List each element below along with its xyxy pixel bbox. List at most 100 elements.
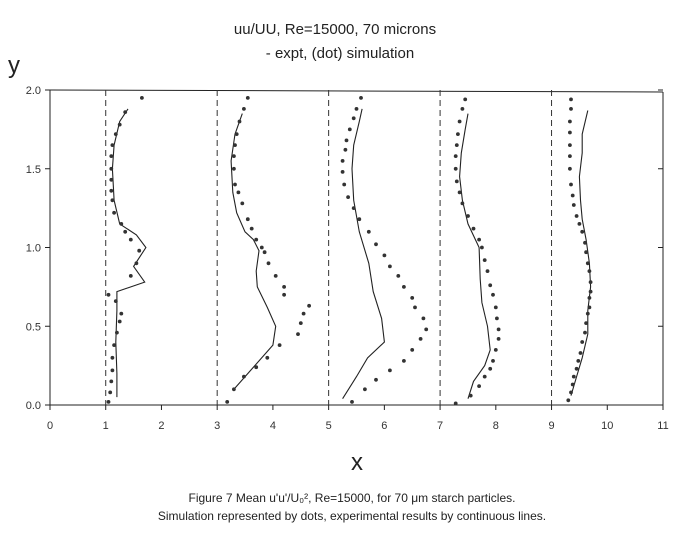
x-tick-label: 8 xyxy=(493,420,499,432)
y-tick-label: 1.5 xyxy=(26,164,41,176)
simulation-point xyxy=(402,285,406,289)
simulation-point xyxy=(119,311,124,316)
simulation-point xyxy=(468,393,473,398)
simulation-point xyxy=(584,250,588,255)
simulation-point xyxy=(262,250,267,255)
simulation-point xyxy=(109,154,114,159)
simulation-point xyxy=(112,343,116,347)
simulation-point xyxy=(488,283,493,288)
simulation-point xyxy=(466,214,470,218)
simulation-point xyxy=(254,237,259,242)
simulation-point xyxy=(587,296,592,300)
simulation-point xyxy=(351,116,356,121)
y-axis-ticks: 0.0 0.5 1.0 1.5 2.0 xyxy=(26,85,663,412)
experiment-line xyxy=(459,113,491,399)
simulation-point xyxy=(242,374,246,379)
simulation-point xyxy=(574,214,579,218)
simulation-point xyxy=(568,119,572,124)
simulation-point xyxy=(110,143,115,148)
simulation-point xyxy=(123,229,128,234)
chart-title: uu/UU, Re=15000, 70 microns xyxy=(234,21,436,38)
simulation-point xyxy=(354,107,359,111)
simulation-point xyxy=(491,292,495,297)
y-tick-label: 1.0 xyxy=(26,243,41,255)
y-axis-label: y xyxy=(8,52,20,79)
x-tick-label: 5 xyxy=(326,420,332,432)
simulation-point xyxy=(574,366,579,371)
x-tick-label: 0 xyxy=(47,420,53,432)
simulation-point xyxy=(117,122,122,127)
simulation-point xyxy=(346,195,350,200)
simulation-point xyxy=(569,107,573,111)
simulation-point xyxy=(454,143,459,148)
simulation-point xyxy=(266,261,271,266)
simulation-point xyxy=(495,316,499,321)
simulation-point xyxy=(340,170,345,174)
simulation-point xyxy=(588,289,593,294)
x-tick-label: 6 xyxy=(381,420,387,432)
simulation-point xyxy=(477,384,481,388)
simulation-point xyxy=(366,229,371,234)
simulation-point xyxy=(110,355,115,360)
simulation-point xyxy=(115,330,119,335)
simulation-point xyxy=(569,182,573,187)
simulation-point xyxy=(109,177,114,182)
experiment-line xyxy=(230,113,277,390)
x-tick-label: 2 xyxy=(158,420,164,432)
simulation-point xyxy=(225,400,230,404)
simulation-point xyxy=(570,193,575,198)
simulation-point xyxy=(109,379,114,384)
simulation-point xyxy=(578,351,583,355)
simulation-point xyxy=(259,245,264,250)
simulation-point xyxy=(265,355,270,360)
simulation-point xyxy=(488,366,493,371)
simulation-point xyxy=(350,400,354,404)
simulation-point xyxy=(396,274,401,278)
simulation-point xyxy=(496,337,501,341)
series-group xyxy=(106,96,147,404)
simulation-point xyxy=(453,154,458,159)
simulation-point xyxy=(577,222,582,226)
simulation-point xyxy=(571,203,576,207)
series-layer xyxy=(106,96,593,406)
simulation-point xyxy=(277,343,282,347)
simulation-point xyxy=(570,382,575,387)
simulation-point xyxy=(568,130,572,135)
simulation-point xyxy=(580,229,585,234)
reference-lines xyxy=(105,90,553,405)
simulation-point xyxy=(106,292,111,297)
simulation-point xyxy=(482,258,487,262)
simulation-point xyxy=(282,292,286,297)
simulation-point xyxy=(254,365,259,370)
simulation-point xyxy=(110,198,115,203)
simulation-point xyxy=(453,401,458,406)
simulation-point xyxy=(233,143,237,148)
series-group xyxy=(566,97,593,403)
simulation-point xyxy=(140,96,144,100)
simulation-point xyxy=(249,226,254,231)
simulation-point xyxy=(388,368,392,373)
simulation-point xyxy=(388,264,392,269)
simulation-point xyxy=(424,327,429,332)
simulation-point xyxy=(587,305,592,310)
simulation-point xyxy=(374,377,378,382)
x-tick-label: 4 xyxy=(270,420,276,432)
simulation-point xyxy=(382,253,387,258)
simulation-point xyxy=(240,201,245,206)
simulation-point xyxy=(571,374,576,379)
x-axis-label: x xyxy=(351,449,363,476)
simulation-point xyxy=(340,159,345,163)
simulation-point xyxy=(583,330,587,335)
simulation-point xyxy=(273,274,278,278)
simulation-point xyxy=(374,242,378,247)
simulation-point xyxy=(232,166,236,171)
simulation-point xyxy=(566,398,571,403)
x-tick-label: 11 xyxy=(657,420,668,432)
x-axis-ticks: 0 1 2 3 4 5 6 7 8 9 10 11 xyxy=(47,405,669,432)
simulation-point xyxy=(410,296,415,300)
simulation-point xyxy=(568,166,572,171)
simulation-point xyxy=(307,303,311,308)
simulation-point xyxy=(296,332,300,336)
simulation-point xyxy=(410,348,415,352)
